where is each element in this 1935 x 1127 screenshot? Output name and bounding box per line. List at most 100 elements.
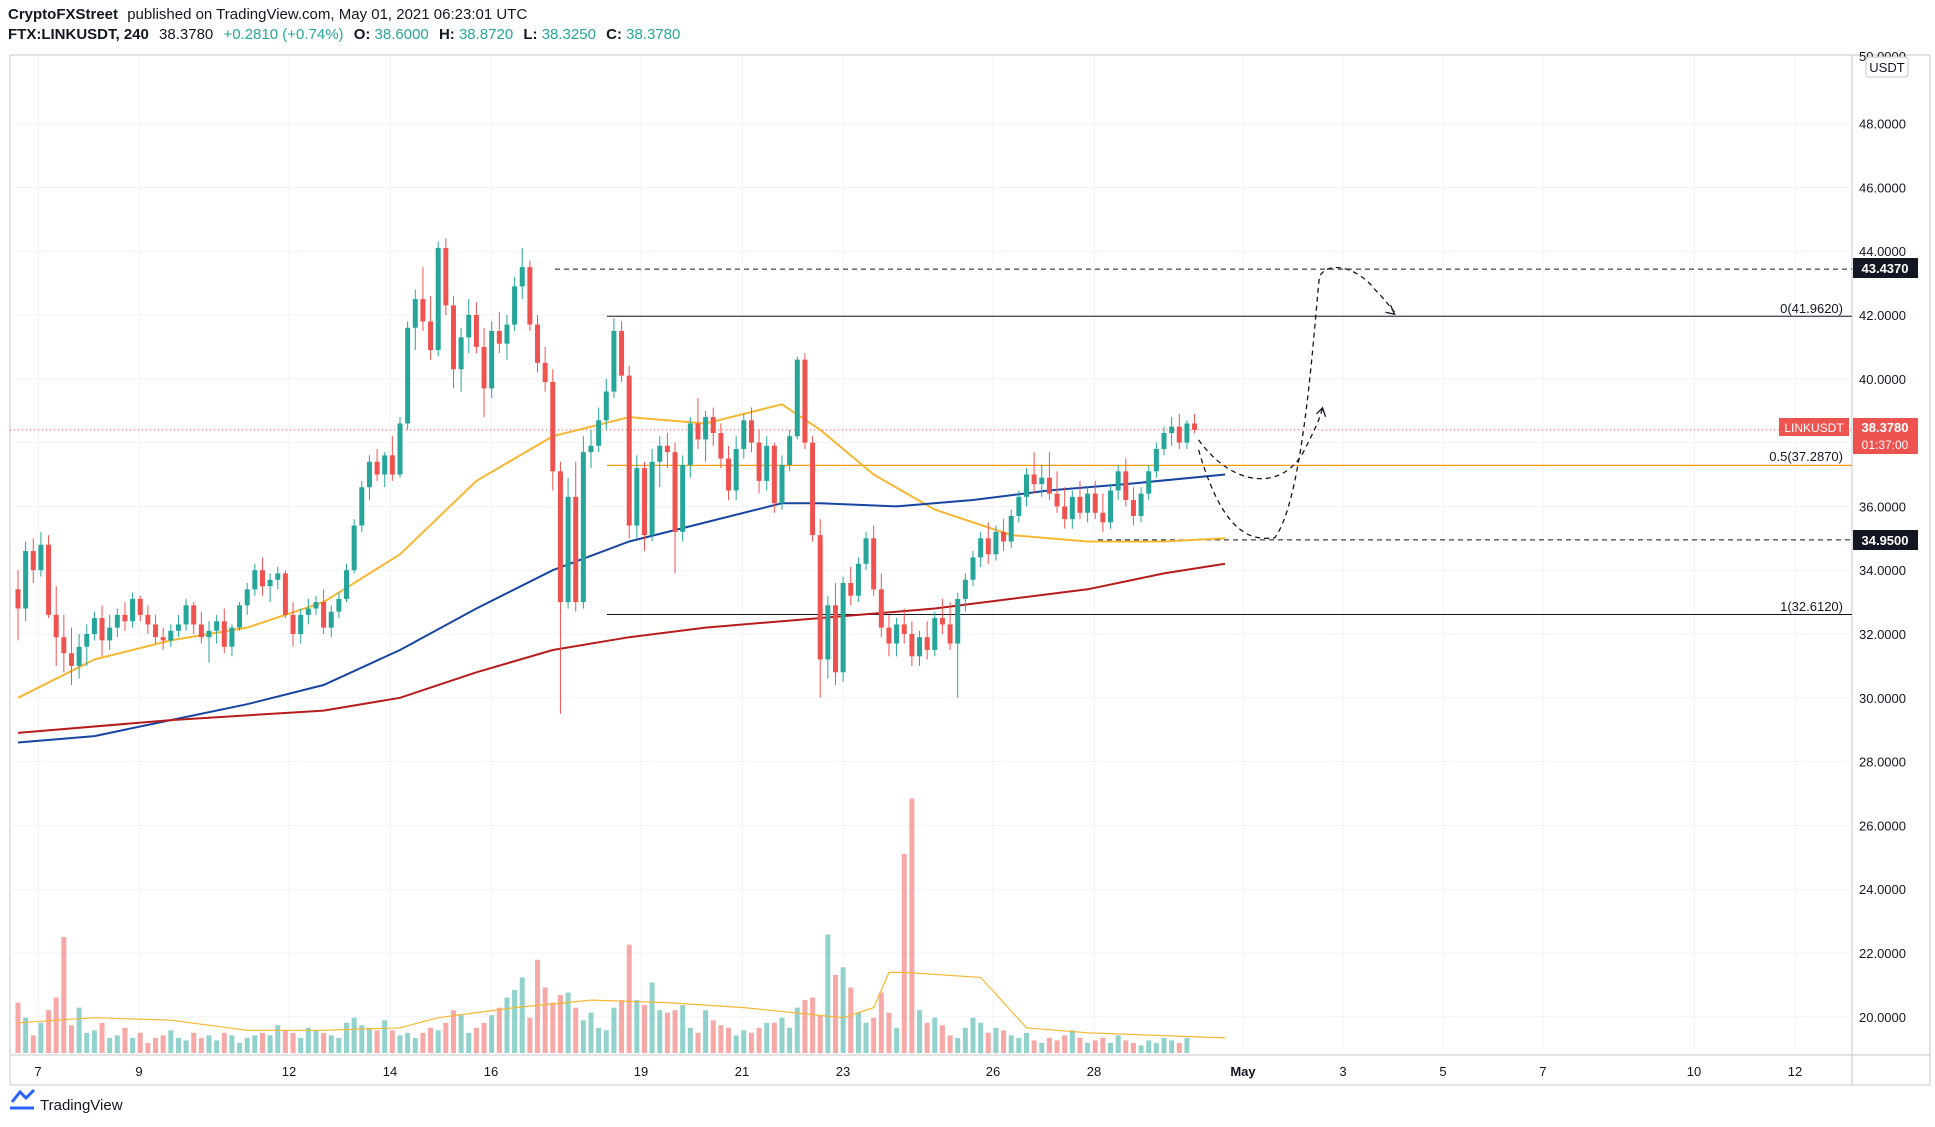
candle-body [672, 452, 678, 532]
candle [137, 595, 143, 622]
candle-body [61, 637, 67, 654]
volume-bar [1008, 1035, 1014, 1053]
candle [237, 602, 243, 631]
candle-body [901, 624, 907, 634]
candle [313, 595, 319, 615]
candle [863, 531, 869, 571]
candle [321, 589, 327, 634]
candle [542, 346, 548, 392]
candle [1062, 487, 1068, 529]
date-tick-label: 14 [383, 1064, 397, 1079]
candle [519, 248, 525, 300]
volume-bar [527, 1017, 533, 1053]
date-tick-label: 16 [484, 1064, 498, 1079]
volume-bar [137, 1032, 143, 1053]
volume-bar [1069, 1030, 1075, 1053]
volume-bar [298, 1037, 304, 1053]
volume-bar [993, 1027, 999, 1053]
candle-body [252, 570, 258, 590]
price-axis[interactable]: 48.000046.000044.000042.000040.000038.00… [1859, 49, 1906, 1025]
volume-bar [512, 990, 518, 1053]
price-tick-label: 20.0000 [1859, 1010, 1906, 1025]
date-tick-label: 9 [135, 1064, 142, 1079]
price-tick-label: 32.0000 [1859, 627, 1906, 642]
candle [1092, 480, 1098, 520]
volume-bar [366, 1027, 372, 1053]
volume-bar [1169, 1040, 1175, 1053]
candle [458, 327, 464, 392]
volume-bar [496, 1007, 502, 1053]
candle [619, 321, 625, 382]
candle [1130, 487, 1136, 526]
candle-body [504, 324, 510, 344]
candle-body [489, 330, 495, 389]
moving-average-line [17, 971, 1226, 1039]
volume-bar [932, 1017, 938, 1053]
tradingview-brand[interactable]: TradingView [10, 1088, 123, 1114]
candles [15, 238, 1198, 714]
volume-bar [435, 1030, 441, 1053]
candle-body [450, 305, 456, 370]
candle-body [359, 487, 365, 526]
svg-text:CryptoFXStreet published: CryptoFXStreet published on TradingView.… [8, 6, 527, 23]
volume-bar [198, 1037, 204, 1053]
volume-bar [573, 1007, 579, 1053]
volume-bar [703, 1010, 709, 1053]
publisher-name[interactable]: CryptoFXStreet [8, 6, 118, 23]
candle [588, 429, 594, 469]
candle [351, 519, 357, 574]
currency-label: USDT [1869, 60, 1904, 75]
date-axis[interactable]: 7 9 12 14 16 19 21 23 26 28 May 3 5 7 10 12 [34, 1064, 1802, 1079]
fib-level-1-label: 1(32.6120) [1780, 599, 1843, 614]
volume-bar [947, 1035, 953, 1053]
candle-body [198, 624, 204, 638]
candle [435, 241, 441, 357]
candle [878, 573, 884, 638]
close-value: 38.3780 [626, 26, 680, 43]
candle-body [542, 362, 548, 382]
candle-body [267, 579, 273, 587]
candle [298, 608, 304, 644]
volume-bar [275, 1025, 281, 1053]
volume-bar [603, 1030, 609, 1053]
resistance-tag: 43.4370 [1853, 258, 1918, 278]
candle [122, 602, 128, 631]
volume-bar [305, 1027, 311, 1053]
volume-bar [397, 1035, 403, 1053]
candle [771, 442, 777, 513]
date-tick-label: 5 [1439, 1064, 1446, 1079]
tradingview-brand-label: TradingView [40, 1097, 123, 1114]
candle [939, 598, 945, 634]
currency-box[interactable] [1865, 56, 1909, 78]
candle [412, 289, 418, 351]
candle [1069, 490, 1075, 529]
volume-bar [481, 1022, 487, 1053]
candle [603, 378, 609, 430]
candle-body [76, 646, 82, 666]
moving-average-line [17, 403, 1226, 699]
candle-body [932, 618, 938, 650]
candle [695, 397, 701, 449]
candle-body [832, 605, 838, 673]
candle [374, 448, 380, 481]
grid-lines [10, 55, 1852, 1055]
candle-body [1108, 490, 1114, 523]
candle-body [1062, 506, 1068, 520]
date-tick-label: 3 [1339, 1064, 1346, 1079]
candle [764, 436, 770, 491]
date-tick-label: 23 [836, 1064, 850, 1079]
candle-body [1176, 426, 1182, 443]
candle [1169, 417, 1175, 446]
high-label: H: [439, 26, 455, 43]
volume-bar [863, 1022, 869, 1053]
candle [970, 551, 976, 587]
candle-body [611, 330, 617, 392]
price-tick-label: 48.0000 [1859, 117, 1906, 132]
candle [244, 582, 250, 615]
candle [443, 238, 449, 315]
volume-bar [1039, 1042, 1045, 1053]
volume-bar [175, 1037, 181, 1053]
volume-bar [672, 1010, 678, 1053]
candle-body [1023, 474, 1029, 497]
